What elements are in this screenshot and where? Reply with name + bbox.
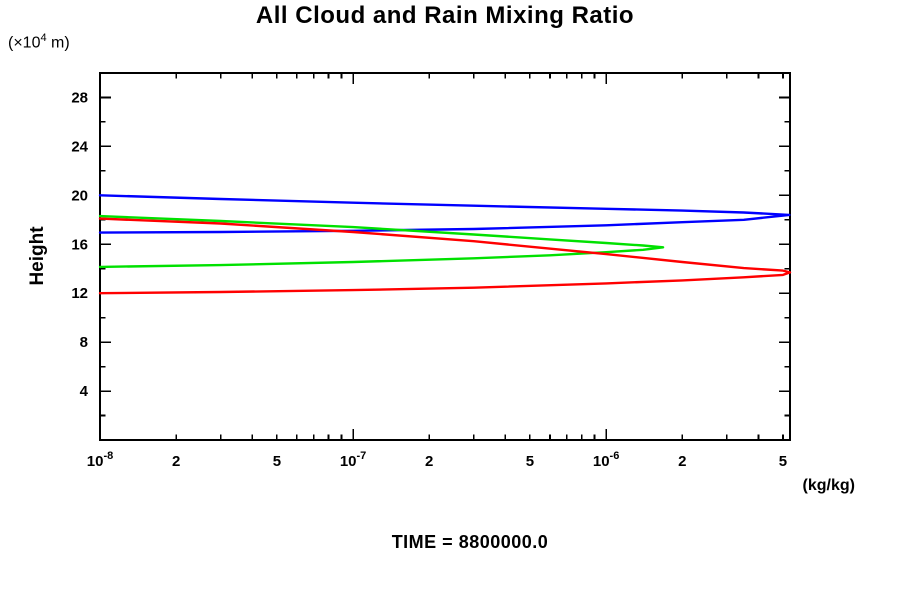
x-tick-label: 5 (779, 453, 787, 470)
y-axis-units-label: (×104 m) (8, 32, 70, 52)
y-tick-label: 28 (71, 89, 88, 106)
time-annotation: TIME = 8800000.0 (391, 532, 549, 552)
y-tick-label: 24 (71, 138, 88, 155)
curve-blue (98, 194, 791, 234)
x-tick-label: 10-8 (87, 450, 113, 470)
y-tick-label: 4 (80, 383, 89, 400)
x-tick-label: 10-6 (593, 450, 619, 470)
y-tick-label: 12 (71, 285, 88, 302)
x-tick-label: 10-7 (340, 450, 366, 470)
chart-title: All Cloud and Rain Mixing Ratio (255, 2, 635, 29)
x-tick-label: 2 (172, 453, 180, 470)
y-tick-label: 8 (80, 334, 88, 351)
y-tick-label: 20 (71, 187, 88, 204)
curve-red (98, 217, 792, 295)
y-tick-label: 16 (71, 236, 88, 253)
y-units-post: m) (46, 34, 70, 52)
x-tick-label: 2 (678, 453, 686, 470)
x-axis-units-label: (kg/kg) (802, 477, 855, 494)
x-tick-label: 5 (273, 453, 281, 470)
y-units-exponent: 4 (40, 32, 47, 44)
x-tick-label: 5 (526, 453, 534, 470)
plot-frame (99, 72, 791, 441)
y-units-pre: (×10 (8, 34, 41, 52)
x-tick-label: 2 (425, 453, 433, 470)
curve-green (98, 214, 665, 269)
